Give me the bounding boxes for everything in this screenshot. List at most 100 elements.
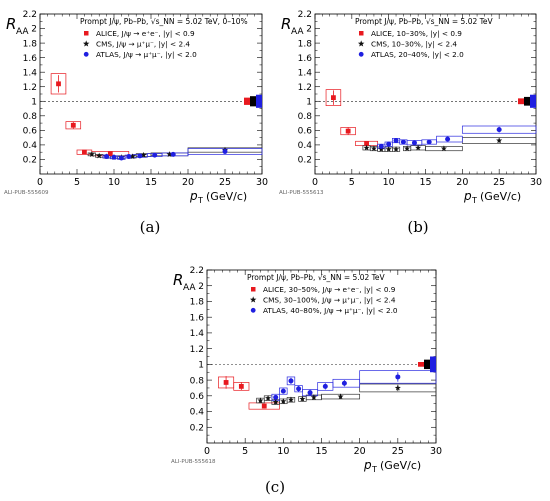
y-axis-label-sub: AA (183, 283, 196, 293)
y-tick-label: 2.2 (23, 10, 37, 20)
alice-data-point (82, 149, 87, 155)
legend-marker-square (359, 31, 364, 36)
legend-label: ALICE, 30–50%, J/ψ → e⁺e⁻, |y| < 0.9 (263, 285, 396, 294)
x-tick-label: 0 (312, 177, 318, 188)
cms-data-point (257, 397, 264, 404)
atlas-data-point (445, 136, 451, 142)
legend-marker-star (82, 40, 90, 47)
alice-data-point (364, 141, 369, 146)
y-tick-label: 1.6 (23, 54, 38, 64)
cms-data-point (370, 145, 377, 152)
figure-id-label: ALI-PUB-555618 (171, 459, 216, 465)
y-tick-label: 0.4 (23, 141, 38, 151)
x-tick-label: 15 (145, 177, 157, 188)
x-tick-label: 30 (430, 446, 442, 457)
y-tick-label: 1.8 (298, 39, 313, 49)
atlas-data-point (400, 139, 406, 145)
legend-label: ALICE, J/ψ → e⁺e⁻, |y| < 0.9 (96, 29, 195, 38)
chart-header: Prompt J/ψ, Pb–Pb, √s_NN = 5.02 TeV (355, 17, 494, 26)
y-tick-label: 1.2 (298, 83, 312, 93)
y-tick-label: 2 (31, 25, 37, 35)
x-tick-label: 0 (204, 446, 210, 457)
global-uncertainty-box (430, 356, 436, 373)
x-axis-label-unit: (GeV/c) (480, 190, 521, 203)
y-tick-label: 0.8 (23, 112, 38, 122)
global-uncertainty-box (524, 96, 530, 106)
atlas-data-point (386, 141, 392, 147)
legend-label: CMS, 30–100%, J/ψ → μ⁺μ⁻, |y| < 2.4 (263, 296, 396, 305)
cms-data-point (299, 395, 306, 402)
chart-header: Prompt J/ψ, Pb–Pb, √s_NN = 5.02 TeV, 0–1… (80, 17, 248, 26)
x-tick-label: 30 (256, 177, 268, 188)
atlas-data-point (322, 383, 328, 389)
alice-data-point (107, 151, 113, 157)
x-axis-label-sub: T (371, 465, 377, 474)
alice-sys-box (50, 73, 67, 95)
x-axis-label-unit: (GeV/c) (206, 190, 247, 203)
atlas-data-point (288, 378, 294, 384)
panel-caption: (c) (265, 478, 285, 496)
x-axis-label: p (463, 189, 472, 203)
x-tick-label: 30 (530, 177, 542, 188)
y-tick-label: 0.6 (298, 127, 313, 137)
atlas-data-point (126, 154, 132, 160)
cms-data-point (392, 146, 400, 152)
y-tick-label: 2 (306, 25, 312, 35)
cms-data-point (166, 151, 173, 157)
atlas-data-point (152, 152, 158, 158)
x-axis-label-sub: T (471, 196, 477, 205)
x-axis-label: p (363, 458, 372, 472)
atlas-data-point (296, 386, 302, 392)
y-tick-label: 1.8 (190, 298, 205, 308)
y-tick-label: 0.4 (298, 141, 313, 151)
alice-data-point (223, 380, 229, 385)
alice-data-point (261, 403, 267, 409)
y-axis-label: R (6, 15, 16, 33)
legend-label: ATLAS, J/ψ → μ⁺μ⁻, |y| < 2.0 (96, 50, 197, 59)
alice-data-point (345, 128, 351, 134)
global-uncertainty-box (518, 98, 524, 105)
x-axis-label-sub: T (197, 196, 203, 205)
atlas-data-point (411, 140, 417, 146)
legend-label: ATLAS, 40–80%, J/ψ → μ⁺μ⁻, |y| < 2.0 (263, 306, 398, 315)
figure-id-label: ALI-PUB-555613 (279, 190, 324, 196)
cms-data-point (272, 398, 279, 405)
alice-data-point (238, 383, 244, 389)
global-uncertainty-box (418, 362, 424, 367)
x-tick-label: 0 (37, 177, 43, 188)
x-tick-label: 10 (108, 177, 120, 188)
atlas-data-point (393, 138, 399, 144)
chart-panel-b: 0 5 10 15 20 25 30 0.2 0.4 0.6 0.8 1 1.2 1.4 1.6 1.8 2 2.… (279, 10, 542, 236)
y-tick-label: 1.8 (23, 39, 38, 49)
legend-marker-square (251, 287, 256, 292)
atlas-sys-box (436, 135, 463, 143)
y-tick-label: 0.6 (190, 392, 205, 402)
atlas-sys-box (279, 387, 288, 395)
cms-data-point (385, 146, 392, 152)
cms-data-point (96, 152, 103, 159)
atlas-data-point (280, 388, 286, 394)
cms-data-point (404, 145, 411, 152)
cms-data-point (310, 394, 317, 400)
legend-label: CMS, J/ψ → μ⁺μ⁻, |y| < 2.4 (96, 40, 190, 49)
legend-marker-square (84, 31, 89, 36)
atlas-data-point (170, 151, 176, 157)
global-uncertainty-box (256, 94, 262, 108)
y-tick-label: 2.2 (298, 10, 312, 20)
atlas-data-point (111, 154, 117, 160)
x-tick-label: 15 (315, 446, 327, 457)
alice-data-point (70, 122, 76, 128)
y-tick-label: 1 (198, 361, 204, 371)
alice-data-point (56, 81, 61, 87)
cms-data-point (415, 144, 422, 151)
y-tick-label: 1.6 (298, 54, 313, 64)
atlas-sys-box (461, 125, 537, 134)
figure-id-label: ALI-PUB-555609 (4, 190, 49, 196)
y-tick-label: 0.2 (298, 156, 312, 166)
y-tick-label: 0.8 (298, 112, 313, 122)
cms-data-point (265, 394, 272, 401)
legend-marker-circle (358, 51, 364, 57)
y-tick-label: 1.6 (190, 313, 205, 323)
cms-data-point (496, 137, 503, 144)
atlas-data-point (378, 143, 384, 149)
